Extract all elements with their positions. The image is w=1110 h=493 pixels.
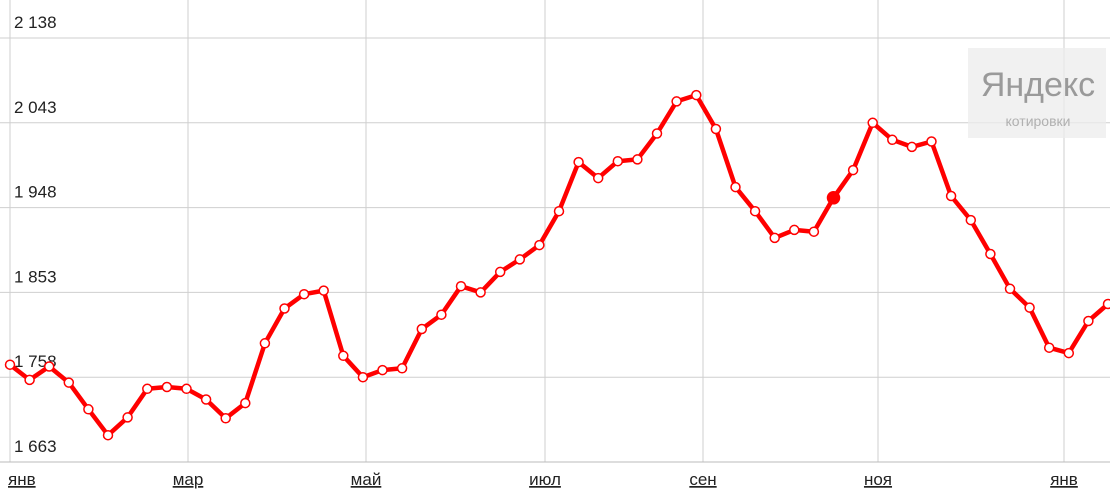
data-point[interactable] [377, 364, 388, 376]
y-tick-label: 2 043 [14, 98, 57, 117]
data-point[interactable] [651, 128, 663, 139]
data-point[interactable] [318, 285, 329, 296]
data-point[interactable] [200, 394, 212, 405]
data-point[interactable] [691, 89, 702, 101]
x-tick-label[interactable]: мар [173, 470, 204, 489]
data-point[interactable] [749, 205, 761, 217]
data-point[interactable] [298, 288, 310, 300]
data-point[interactable] [906, 141, 918, 153]
x-tick-label[interactable]: июл [529, 470, 561, 489]
data-point[interactable] [181, 383, 192, 395]
data-point[interactable] [867, 117, 878, 129]
data-point[interactable] [63, 377, 75, 388]
data-point[interactable] [730, 181, 741, 193]
data-point[interactable] [632, 154, 643, 165]
data-point[interactable] [710, 123, 722, 135]
data-point[interactable] [671, 96, 682, 107]
data-point[interactable] [455, 280, 467, 292]
data-point[interactable] [396, 363, 408, 374]
data-point[interactable] [24, 374, 35, 386]
y-tick-label: 1 853 [14, 267, 57, 286]
data-point[interactable] [122, 412, 133, 423]
data-point[interactable] [985, 248, 996, 260]
data-point[interactable] [4, 359, 16, 370]
data-point[interactable] [240, 397, 251, 409]
series [4, 89, 1110, 441]
data-point[interactable] [1063, 347, 1075, 359]
data-point[interactable] [887, 134, 898, 146]
data-point[interactable] [357, 371, 369, 383]
data-point[interactable] [416, 323, 428, 335]
x-tick-label[interactable]: янв [1050, 470, 1078, 489]
data-point[interactable] [769, 232, 780, 244]
data-point[interactable] [789, 224, 800, 236]
data-point[interactable] [1043, 342, 1055, 353]
data-point[interactable] [475, 287, 486, 298]
watermark-subtitle: котировки [1006, 113, 1071, 129]
data-point[interactable] [965, 214, 977, 226]
data-point[interactable] [592, 172, 604, 184]
data-point[interactable] [847, 164, 859, 176]
data-point[interactable] [259, 338, 271, 349]
grid [0, 0, 1110, 463]
data-point[interactable] [1083, 315, 1094, 327]
data-point[interactable] [1004, 283, 1016, 295]
data-point[interactable] [514, 254, 526, 265]
data-point[interactable] [161, 381, 173, 393]
watermark-background [968, 48, 1106, 138]
y-tick-label: 2 138 [14, 13, 57, 32]
data-point[interactable] [279, 303, 290, 314]
x-axis-labels[interactable]: янв мар май июл сен ноя янв [8, 470, 1078, 489]
data-point[interactable] [926, 136, 937, 147]
data-point[interactable] [142, 383, 153, 395]
x-tick-label[interactable]: май [351, 470, 382, 489]
x-tick-label[interactable]: янв [8, 470, 36, 489]
data-point[interactable] [1024, 302, 1035, 313]
data-point[interactable] [338, 350, 349, 362]
watermark: Яндекс котировки [968, 48, 1106, 138]
y-tick-label: 1 663 [14, 437, 57, 456]
x-tick-label[interactable]: сен [689, 470, 716, 489]
data-point[interactable] [612, 155, 624, 167]
data-point[interactable] [553, 205, 565, 217]
data-point[interactable] [808, 226, 820, 237]
data-point[interactable] [102, 429, 114, 441]
watermark-title: Яндекс [981, 66, 1095, 104]
data-point[interactable] [534, 239, 545, 251]
data-point[interactable] [1102, 298, 1110, 310]
data-point[interactable] [494, 266, 506, 278]
data-point[interactable] [436, 309, 447, 320]
y-tick-label: 1 948 [14, 183, 57, 202]
data-point[interactable] [83, 404, 94, 415]
data-point[interactable] [945, 190, 957, 202]
x-tick-label[interactable]: ноя [864, 470, 892, 489]
data-point[interactable] [220, 413, 231, 424]
data-point-highlighted[interactable] [826, 191, 841, 205]
data-point[interactable] [43, 361, 55, 372]
data-point[interactable] [573, 156, 584, 168]
